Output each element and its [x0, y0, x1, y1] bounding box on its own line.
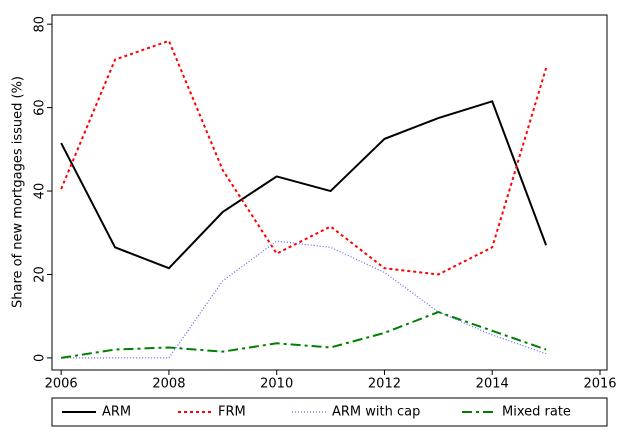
- y-tick-label: 80: [33, 16, 48, 33]
- plot-frame: [51, 14, 608, 371]
- series-line: [61, 240, 547, 359]
- legend-label: Mixed rate: [502, 405, 571, 420]
- series-line: [60, 100, 548, 270]
- legend-label: ARM: [102, 405, 131, 420]
- series-line: [60, 39, 548, 276]
- legend-box: [51, 397, 608, 427]
- y-tick-label: 40: [33, 183, 48, 200]
- y-tick-label: 0: [33, 354, 48, 362]
- x-tick-label: 2006: [45, 377, 78, 392]
- legend-label: FRM: [218, 405, 246, 420]
- x-tick-label: 2010: [260, 377, 293, 392]
- legend-label: ARM with cap: [332, 405, 420, 420]
- series-line: [61, 310, 547, 359]
- y-tick-label: 60: [33, 99, 48, 116]
- y-axis-title: Share of new mortgages issued (%): [11, 76, 26, 308]
- x-tick-label: 2008: [152, 377, 185, 392]
- x-tick-label: 2012: [368, 377, 401, 392]
- x-tick-label: 2014: [476, 377, 509, 392]
- x-tick-label: 2016: [583, 377, 616, 392]
- y-tick-label: 20: [33, 266, 48, 283]
